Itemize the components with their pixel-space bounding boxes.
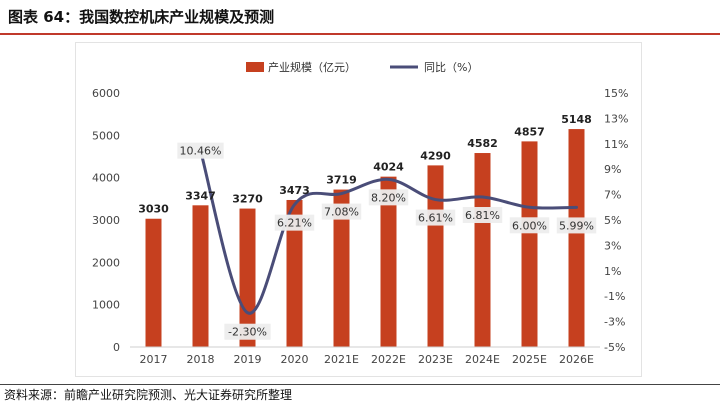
line-label-box bbox=[462, 207, 503, 224]
line-label-text: 5.99% bbox=[559, 219, 594, 232]
x-tick: 2021E bbox=[324, 353, 359, 366]
right-y-tick: 3% bbox=[604, 239, 621, 252]
bar-2025E bbox=[521, 141, 538, 347]
left-y-tick: 1000 bbox=[92, 299, 120, 312]
line-label-text: 6.00% bbox=[512, 219, 547, 232]
line-label-text: 8.20% bbox=[371, 191, 406, 204]
bar-2022E bbox=[380, 176, 397, 347]
bar-value-label: 4582 bbox=[467, 137, 498, 150]
x-axis: 2017 2018 2019 2020 2021E 2022E 2023E 2024E 2025… bbox=[130, 346, 600, 366]
bar-2024E bbox=[474, 153, 491, 347]
line-label-text: 7.08% bbox=[324, 206, 359, 219]
right-y-tick: 5% bbox=[604, 214, 621, 227]
right-y-tick: 1% bbox=[604, 265, 621, 278]
line-series bbox=[199, 149, 578, 315]
line-label-box bbox=[224, 323, 271, 340]
source-note: 资料来源：前瞻产业研究院预测、光大证券研究所整理 bbox=[4, 388, 293, 402]
line-value-label: 10.46% bbox=[177, 142, 224, 159]
left-y-tick: 2000 bbox=[92, 256, 120, 269]
x-tick: 2018 bbox=[187, 353, 215, 366]
left-y-tick: 6000 bbox=[92, 87, 120, 100]
line-value-label: 6.00% bbox=[509, 217, 550, 234]
line-label-box bbox=[509, 217, 550, 234]
right-y-axis: 15% 13% 11% 9% 7% 5% 3% 1% -1% -3% -5% bbox=[604, 87, 628, 354]
line-label-text: 6.21% bbox=[277, 217, 312, 230]
source-rule bbox=[0, 384, 720, 385]
bar-value-label: 4857 bbox=[514, 125, 545, 138]
bar-value-label: 4290 bbox=[420, 149, 451, 162]
line-label-box bbox=[177, 142, 224, 159]
line-label-text: 6.61% bbox=[418, 212, 453, 225]
left-y-tick: 4000 bbox=[92, 172, 120, 185]
bar-value-label: 3347 bbox=[185, 189, 216, 202]
legend-bar-swatch bbox=[246, 62, 264, 72]
line-value-label: 5.99% bbox=[556, 217, 597, 234]
line-label-box bbox=[556, 217, 597, 234]
line-value-labels: 10.46% -2.30% 6.21% 7.08% 8.20% 6.61% 6.81% 6.0… bbox=[177, 142, 597, 340]
x-tick: 2026E bbox=[559, 353, 594, 366]
x-tick: 2025E bbox=[512, 353, 547, 366]
bar-value-label: 3030 bbox=[138, 203, 169, 216]
left-y-tick: 5000 bbox=[92, 129, 120, 142]
bar-2017 bbox=[145, 218, 162, 347]
line-label-text: -2.30% bbox=[228, 326, 267, 339]
bar-2020 bbox=[286, 199, 303, 347]
legend-bar-label: 产业规模（亿元） bbox=[268, 60, 356, 74]
line-label-box bbox=[321, 203, 362, 220]
line-value-label: 7.08% bbox=[321, 203, 362, 220]
bar-value-label: 5148 bbox=[561, 113, 592, 126]
bar-2021E bbox=[333, 189, 350, 347]
line-label-box bbox=[274, 214, 315, 231]
line-label-text: 10.46% bbox=[180, 145, 222, 158]
right-y-tick: 9% bbox=[604, 163, 621, 176]
right-y-tick: -5% bbox=[604, 341, 625, 354]
line-label-box bbox=[415, 209, 456, 226]
x-tick: 2019 bbox=[234, 353, 262, 366]
line-label-text: 6.81% bbox=[465, 209, 500, 222]
line-value-label: 6.21% bbox=[274, 214, 315, 231]
x-tick: 2017 bbox=[140, 353, 168, 366]
bar-value-labels: 3030 3347 3270 3473 3719 4024 4290 4582 4857 5148 bbox=[138, 113, 592, 216]
right-y-tick: 15% bbox=[604, 87, 628, 100]
line-label-box bbox=[368, 189, 409, 206]
bar-2018 bbox=[192, 205, 209, 347]
x-tick: 2022E bbox=[371, 353, 406, 366]
line-value-label: -2.30% bbox=[224, 323, 271, 340]
bar-series bbox=[145, 129, 585, 347]
x-tick: 2024E bbox=[465, 353, 500, 366]
line-value-label: 8.20% bbox=[368, 189, 409, 206]
yoy-growth-line bbox=[199, 149, 578, 315]
right-y-tick: 11% bbox=[604, 138, 628, 151]
figure-title: 图表 64：我国数控机床产业规模及预测 bbox=[8, 8, 275, 26]
bar-value-label: 3719 bbox=[326, 174, 357, 187]
right-y-tick: 13% bbox=[604, 112, 628, 125]
line-value-label: 6.81% bbox=[462, 207, 503, 224]
title-rule bbox=[0, 33, 720, 35]
left-y-tick: 3000 bbox=[92, 214, 120, 227]
bar-2026E bbox=[568, 129, 585, 347]
line-value-label: 6.61% bbox=[415, 209, 456, 226]
right-y-tick: -1% bbox=[604, 290, 625, 303]
x-tick: 2020 bbox=[281, 353, 309, 366]
right-y-tick: -3% bbox=[604, 316, 625, 329]
bar-2023E bbox=[427, 165, 444, 347]
legend-line-label: 同比（%） bbox=[424, 61, 478, 74]
bar-value-label: 4024 bbox=[373, 161, 404, 174]
x-tick: 2023E bbox=[418, 353, 453, 366]
left-y-axis: 6000 5000 4000 3000 2000 1000 0 bbox=[92, 87, 120, 354]
bar-value-label: 3270 bbox=[232, 193, 263, 206]
right-y-tick: 7% bbox=[604, 189, 621, 202]
left-y-tick: 0 bbox=[113, 341, 120, 354]
bar-value-label: 3473 bbox=[279, 184, 310, 197]
legend: 产业规模（亿元） 同比（%） bbox=[246, 60, 478, 74]
